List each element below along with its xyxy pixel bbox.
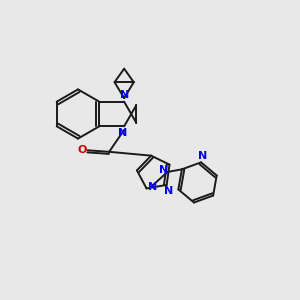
Text: N: N <box>198 151 207 161</box>
Text: N: N <box>160 165 169 175</box>
Text: N: N <box>118 128 127 138</box>
Text: N: N <box>164 187 173 196</box>
Text: N: N <box>148 182 158 192</box>
Text: N: N <box>119 90 129 100</box>
Text: O: O <box>77 145 87 155</box>
